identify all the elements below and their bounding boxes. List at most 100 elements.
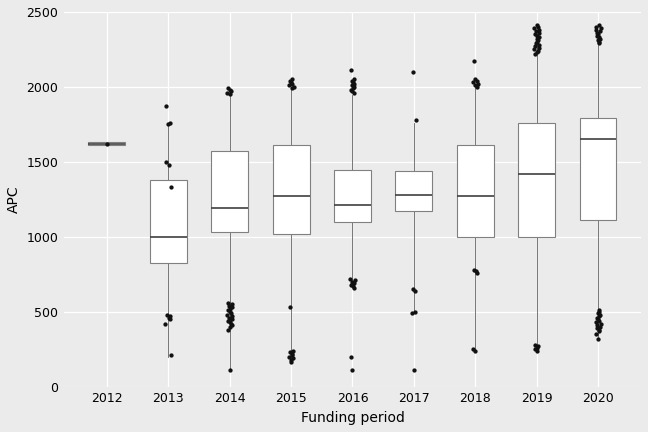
Point bbox=[287, 80, 297, 87]
Point bbox=[534, 44, 544, 51]
Point bbox=[347, 82, 358, 89]
Point bbox=[286, 76, 297, 83]
Bar bbox=[518, 123, 555, 237]
Point bbox=[349, 83, 360, 90]
Point bbox=[470, 82, 480, 89]
Point bbox=[595, 311, 605, 318]
Point bbox=[408, 286, 418, 293]
Point bbox=[534, 26, 544, 33]
Point bbox=[227, 313, 237, 320]
Point bbox=[348, 283, 358, 290]
Point bbox=[530, 31, 540, 38]
Point bbox=[471, 77, 481, 84]
Point bbox=[472, 80, 483, 87]
Point bbox=[284, 353, 294, 360]
Point bbox=[225, 319, 235, 326]
Point bbox=[594, 313, 604, 320]
Point bbox=[410, 287, 420, 294]
Point bbox=[530, 51, 540, 57]
Point bbox=[224, 91, 235, 98]
Point bbox=[288, 355, 298, 362]
Point bbox=[162, 311, 172, 318]
Point bbox=[286, 79, 296, 86]
Point bbox=[530, 346, 540, 353]
Point bbox=[529, 25, 539, 32]
Bar bbox=[89, 143, 125, 146]
Point bbox=[348, 79, 358, 86]
Point bbox=[350, 277, 360, 284]
Point bbox=[468, 79, 478, 86]
Point bbox=[288, 347, 298, 354]
Point bbox=[349, 76, 360, 83]
Point bbox=[224, 308, 235, 315]
Point bbox=[410, 308, 421, 315]
Point bbox=[533, 343, 543, 350]
Point bbox=[345, 67, 356, 74]
Point bbox=[591, 26, 601, 33]
Point bbox=[594, 34, 604, 41]
Point bbox=[595, 35, 605, 42]
Point bbox=[469, 267, 480, 273]
Point bbox=[226, 304, 237, 311]
Point bbox=[165, 120, 175, 127]
Point bbox=[224, 85, 234, 92]
Point bbox=[287, 352, 297, 359]
Point bbox=[288, 83, 299, 90]
Point bbox=[596, 321, 606, 327]
Point bbox=[222, 89, 233, 96]
Point bbox=[166, 184, 176, 191]
Point bbox=[345, 276, 355, 283]
Bar bbox=[150, 180, 187, 263]
Point bbox=[161, 103, 171, 110]
Point bbox=[590, 23, 601, 30]
Point bbox=[224, 86, 235, 93]
Point bbox=[592, 325, 602, 332]
Point bbox=[347, 279, 357, 286]
Point bbox=[222, 311, 233, 318]
Point bbox=[287, 85, 297, 92]
Point bbox=[347, 77, 357, 84]
Point bbox=[590, 319, 601, 326]
Point bbox=[531, 35, 542, 42]
Point bbox=[529, 43, 540, 50]
Point bbox=[161, 159, 172, 165]
Point bbox=[102, 140, 112, 147]
Point bbox=[225, 305, 235, 312]
Point bbox=[470, 76, 480, 83]
Bar bbox=[395, 171, 432, 211]
Point bbox=[347, 88, 358, 95]
Point bbox=[407, 310, 417, 317]
Point bbox=[224, 302, 235, 309]
Point bbox=[471, 270, 481, 276]
Point bbox=[533, 34, 544, 41]
Point bbox=[165, 313, 176, 320]
Point bbox=[532, 344, 542, 351]
Point bbox=[349, 280, 360, 287]
Point bbox=[594, 307, 604, 314]
Point bbox=[532, 32, 542, 39]
Point bbox=[594, 308, 605, 315]
Bar bbox=[273, 146, 310, 234]
Point bbox=[286, 359, 296, 365]
Point bbox=[226, 310, 236, 317]
Point bbox=[346, 282, 356, 289]
Point bbox=[227, 301, 237, 308]
Point bbox=[531, 28, 541, 35]
Point bbox=[223, 327, 233, 334]
Point bbox=[533, 29, 544, 36]
Point bbox=[594, 318, 605, 324]
Point bbox=[594, 22, 605, 29]
Point bbox=[160, 321, 170, 327]
Point bbox=[470, 347, 480, 354]
Point bbox=[470, 268, 481, 275]
Point bbox=[594, 327, 604, 334]
Point bbox=[595, 324, 605, 330]
Point bbox=[531, 40, 541, 47]
Point bbox=[593, 31, 603, 38]
Point bbox=[469, 58, 480, 65]
Point bbox=[595, 28, 605, 35]
Point bbox=[596, 25, 606, 32]
Point bbox=[592, 32, 602, 39]
Point bbox=[533, 23, 543, 30]
Point bbox=[593, 37, 603, 44]
